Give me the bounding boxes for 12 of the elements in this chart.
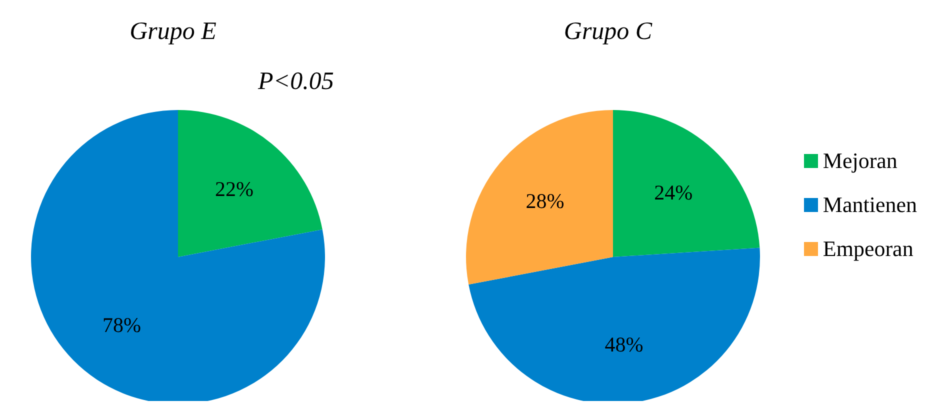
data-label: 78% (102, 312, 142, 337)
text: P<0.05 (258, 68, 334, 96)
data-label: 28% (526, 188, 564, 213)
legend-label: Mantienen (822, 192, 917, 218)
data-label: 22% (214, 177, 254, 202)
legend-label: Empeoran (822, 236, 914, 262)
chart-title: Grupo C (562, 18, 654, 46)
legend-label: Mejoran (822, 148, 898, 174)
chart-title: Grupo E (128, 18, 218, 46)
data-label: 48% (604, 332, 644, 357)
data-label: 24% (654, 180, 693, 205)
pie-slice (178, 110, 322, 257)
